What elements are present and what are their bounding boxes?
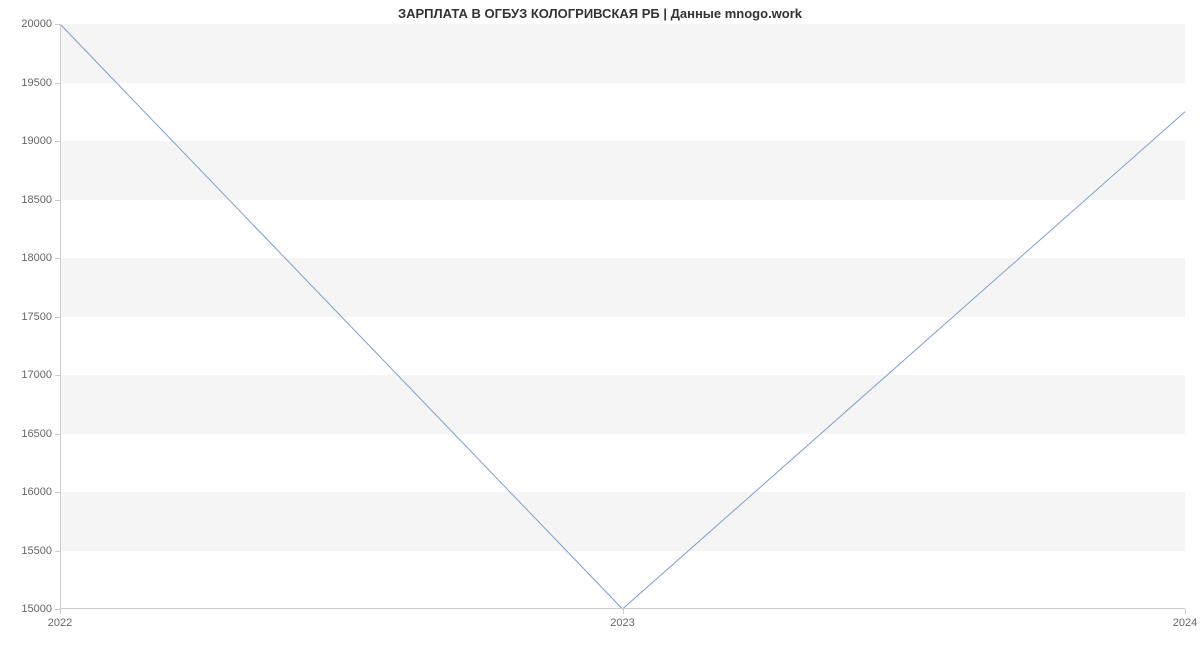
y-axis-tick bbox=[55, 317, 60, 318]
x-axis-label: 2023 bbox=[610, 617, 634, 629]
x-axis-tick bbox=[60, 609, 61, 614]
y-axis-tick bbox=[55, 258, 60, 259]
y-axis-label: 20000 bbox=[21, 18, 52, 30]
y-axis-tick bbox=[55, 24, 60, 25]
y-axis-label: 18000 bbox=[21, 252, 52, 264]
x-axis-label: 2024 bbox=[1173, 617, 1197, 629]
data-line bbox=[60, 24, 1185, 609]
y-axis-tick bbox=[55, 200, 60, 201]
y-axis-label: 19500 bbox=[21, 77, 52, 89]
y-axis-label: 17000 bbox=[21, 369, 52, 381]
x-axis-tick bbox=[623, 609, 624, 614]
y-axis-label: 19000 bbox=[21, 135, 52, 147]
line-series bbox=[60, 24, 1185, 609]
y-axis-tick bbox=[55, 551, 60, 552]
x-axis-tick bbox=[1185, 609, 1186, 614]
x-axis-label: 2022 bbox=[48, 617, 72, 629]
y-axis-tick bbox=[55, 492, 60, 493]
chart-title: ЗАРПЛАТА В ОГБУЗ КОЛОГРИВСКАЯ РБ | Данны… bbox=[0, 6, 1200, 21]
y-axis-label: 16000 bbox=[21, 486, 52, 498]
y-axis-label: 15500 bbox=[21, 545, 52, 557]
y-axis-tick bbox=[55, 434, 60, 435]
y-axis-tick bbox=[55, 83, 60, 84]
y-axis-label: 15000 bbox=[21, 603, 52, 615]
y-axis-tick bbox=[55, 375, 60, 376]
plot-area: 1500015500160001650017000175001800018500… bbox=[60, 24, 1185, 609]
y-axis-label: 17500 bbox=[21, 311, 52, 323]
y-axis-tick bbox=[55, 141, 60, 142]
y-axis-label: 18500 bbox=[21, 194, 52, 206]
y-axis-label: 16500 bbox=[21, 428, 52, 440]
salary-chart: ЗАРПЛАТА В ОГБУЗ КОЛОГРИВСКАЯ РБ | Данны… bbox=[0, 0, 1200, 650]
